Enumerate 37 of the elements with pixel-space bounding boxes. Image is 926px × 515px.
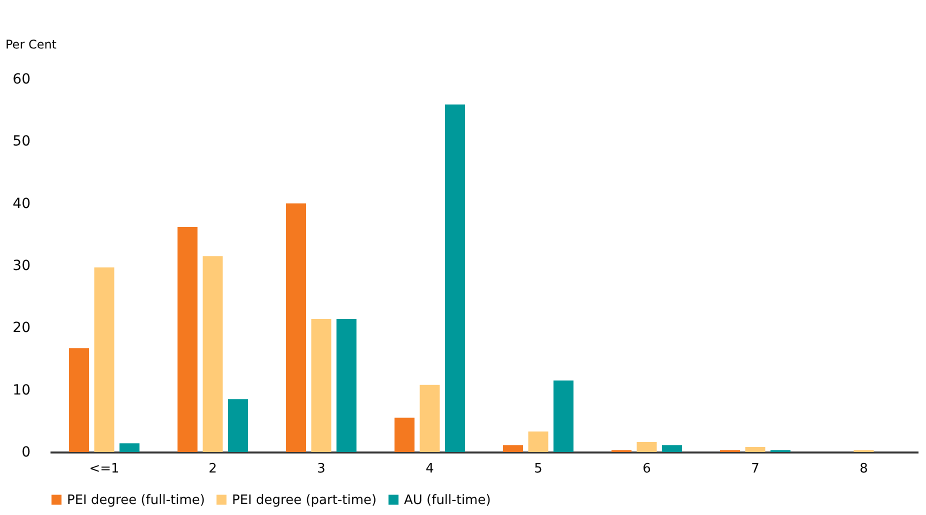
y-axis-title: Per Cent: [6, 38, 57, 52]
x-tick-label: 2: [208, 462, 217, 476]
x-tick-label: 4: [426, 462, 434, 476]
bar: [336, 318, 356, 452]
x-tick-label: 8: [860, 462, 868, 476]
bar: [69, 348, 90, 452]
bar: [553, 380, 574, 452]
y-tick-label: 30: [12, 258, 30, 274]
x-tick-label: 3: [317, 462, 326, 476]
y-tick-label: 50: [12, 134, 30, 150]
x-tick-label: 7: [751, 462, 760, 476]
x-tick-label: 5: [534, 462, 542, 476]
y-tick-label: 10: [12, 382, 30, 398]
legend-label: PEI degree (part-time): [232, 492, 377, 508]
bar: [119, 443, 140, 452]
y-tick-label: 20: [12, 320, 30, 336]
bar: [228, 399, 248, 452]
bar: [662, 445, 682, 452]
bar: [286, 203, 306, 452]
legend-label: AU (full-time): [404, 492, 491, 508]
y-tick-label: 60: [12, 72, 30, 88]
x-tick-label: <=1: [89, 462, 120, 476]
bar: [444, 104, 465, 452]
bar: [311, 318, 332, 452]
bar: [178, 226, 198, 452]
y-tick-label: 40: [12, 196, 30, 212]
bar: [745, 447, 766, 452]
legend-label: PEI degree (full-time): [67, 492, 205, 508]
y-tick-label: 0: [22, 444, 30, 460]
bar: [503, 445, 524, 452]
bar: [202, 256, 223, 452]
bar: [420, 384, 440, 452]
bar: [394, 418, 415, 452]
bar: [528, 431, 548, 452]
bar: [636, 442, 657, 452]
bar: [94, 267, 114, 452]
x-tick-label: 6: [642, 462, 651, 476]
